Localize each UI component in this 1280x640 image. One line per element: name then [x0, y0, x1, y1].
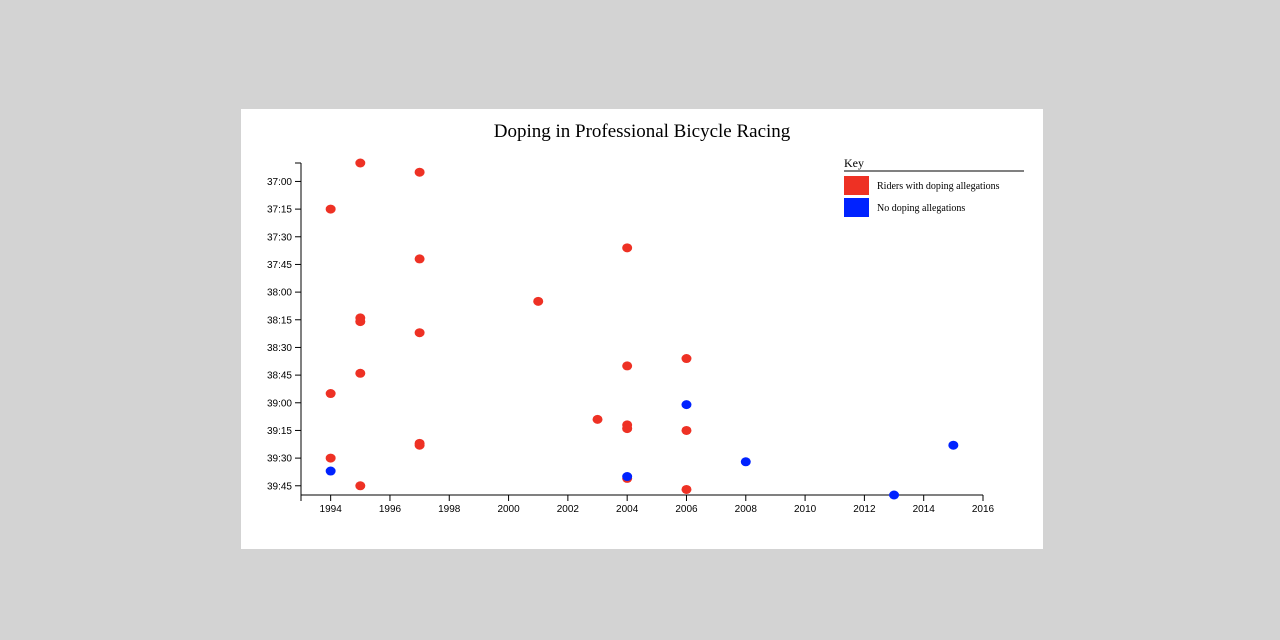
legend-label: No doping allegations	[877, 203, 965, 214]
y-tick-label: 39:00	[267, 398, 292, 409]
y-axis: 37:00 37:15 37:30 37:45 38:00 38:15 38:30 38:45…	[267, 162, 302, 495]
x-tick-label: 2016	[972, 504, 995, 515]
data-points	[325, 158, 959, 500]
data-point[interactable]	[740, 457, 751, 467]
y-tick-label: 37:45	[267, 260, 292, 271]
data-point[interactable]	[414, 167, 425, 177]
y-tick-label: 38:30	[267, 343, 292, 354]
y-tick-label: 37:00	[267, 177, 292, 188]
data-point[interactable]	[681, 484, 692, 494]
chart-title: Doping in Professional Bicycle Racing	[493, 121, 791, 142]
x-tick-label: 2004	[616, 504, 639, 515]
x-tick-label: 2014	[913, 504, 936, 515]
chart-card: Doping in Professional Bicycle Racing 37…	[241, 109, 1043, 549]
x-tick-label: 2012	[853, 504, 876, 515]
data-point[interactable]	[622, 424, 633, 434]
data-point[interactable]	[355, 158, 366, 168]
data-point[interactable]	[355, 317, 366, 327]
data-point[interactable]	[325, 466, 336, 476]
data-point[interactable]	[681, 400, 692, 410]
data-point[interactable]	[414, 328, 425, 338]
legend-swatch	[844, 176, 869, 195]
y-tick-label: 37:30	[267, 232, 292, 243]
data-point[interactable]	[622, 243, 633, 253]
x-tick-label: 2002	[557, 504, 580, 515]
x-tick-label: 2010	[794, 504, 817, 515]
legend-title: Key	[844, 156, 864, 170]
data-point[interactable]	[622, 472, 633, 482]
data-point[interactable]	[355, 368, 366, 378]
x-tick-label: 2008	[735, 504, 758, 515]
data-point[interactable]	[325, 204, 336, 214]
data-point[interactable]	[889, 490, 900, 500]
data-point[interactable]	[592, 414, 603, 424]
y-tick-label: 38:15	[267, 315, 292, 326]
y-tick-label: 39:45	[267, 481, 292, 492]
data-point[interactable]	[414, 440, 425, 450]
y-tick-label: 38:45	[267, 371, 292, 382]
legend-label: Riders with doping allegations	[877, 181, 1000, 192]
data-point[interactable]	[355, 481, 366, 491]
data-point[interactable]	[622, 361, 633, 371]
data-point[interactable]	[414, 254, 425, 264]
y-tick-label: 38:00	[267, 288, 292, 299]
scatter-plot: 37:00 37:15 37:30 37:45 38:00 38:15 38:30 38:45…	[267, 156, 1024, 515]
data-point[interactable]	[948, 440, 959, 450]
data-point[interactable]	[681, 354, 692, 364]
x-tick-label: 1996	[379, 504, 402, 515]
x-tick-label: 2000	[497, 504, 520, 515]
data-point[interactable]	[325, 453, 336, 463]
data-point[interactable]	[533, 296, 544, 306]
data-point[interactable]	[325, 389, 336, 399]
x-axis: 1994 1996 1998 2000 2002 2004 2006 2008 2010 2012…	[300, 494, 995, 515]
y-tick-label: 39:30	[267, 454, 292, 465]
data-point[interactable]	[681, 425, 692, 435]
x-tick-label: 2006	[675, 504, 698, 515]
y-tick-label: 39:15	[267, 426, 292, 437]
legend: Key Riders with doping allegations No dopi…	[844, 156, 1024, 217]
legend-swatch	[844, 198, 869, 217]
y-tick-label: 37:15	[267, 205, 292, 216]
x-tick-label: 1998	[438, 504, 461, 515]
x-tick-label: 1994	[320, 504, 343, 515]
